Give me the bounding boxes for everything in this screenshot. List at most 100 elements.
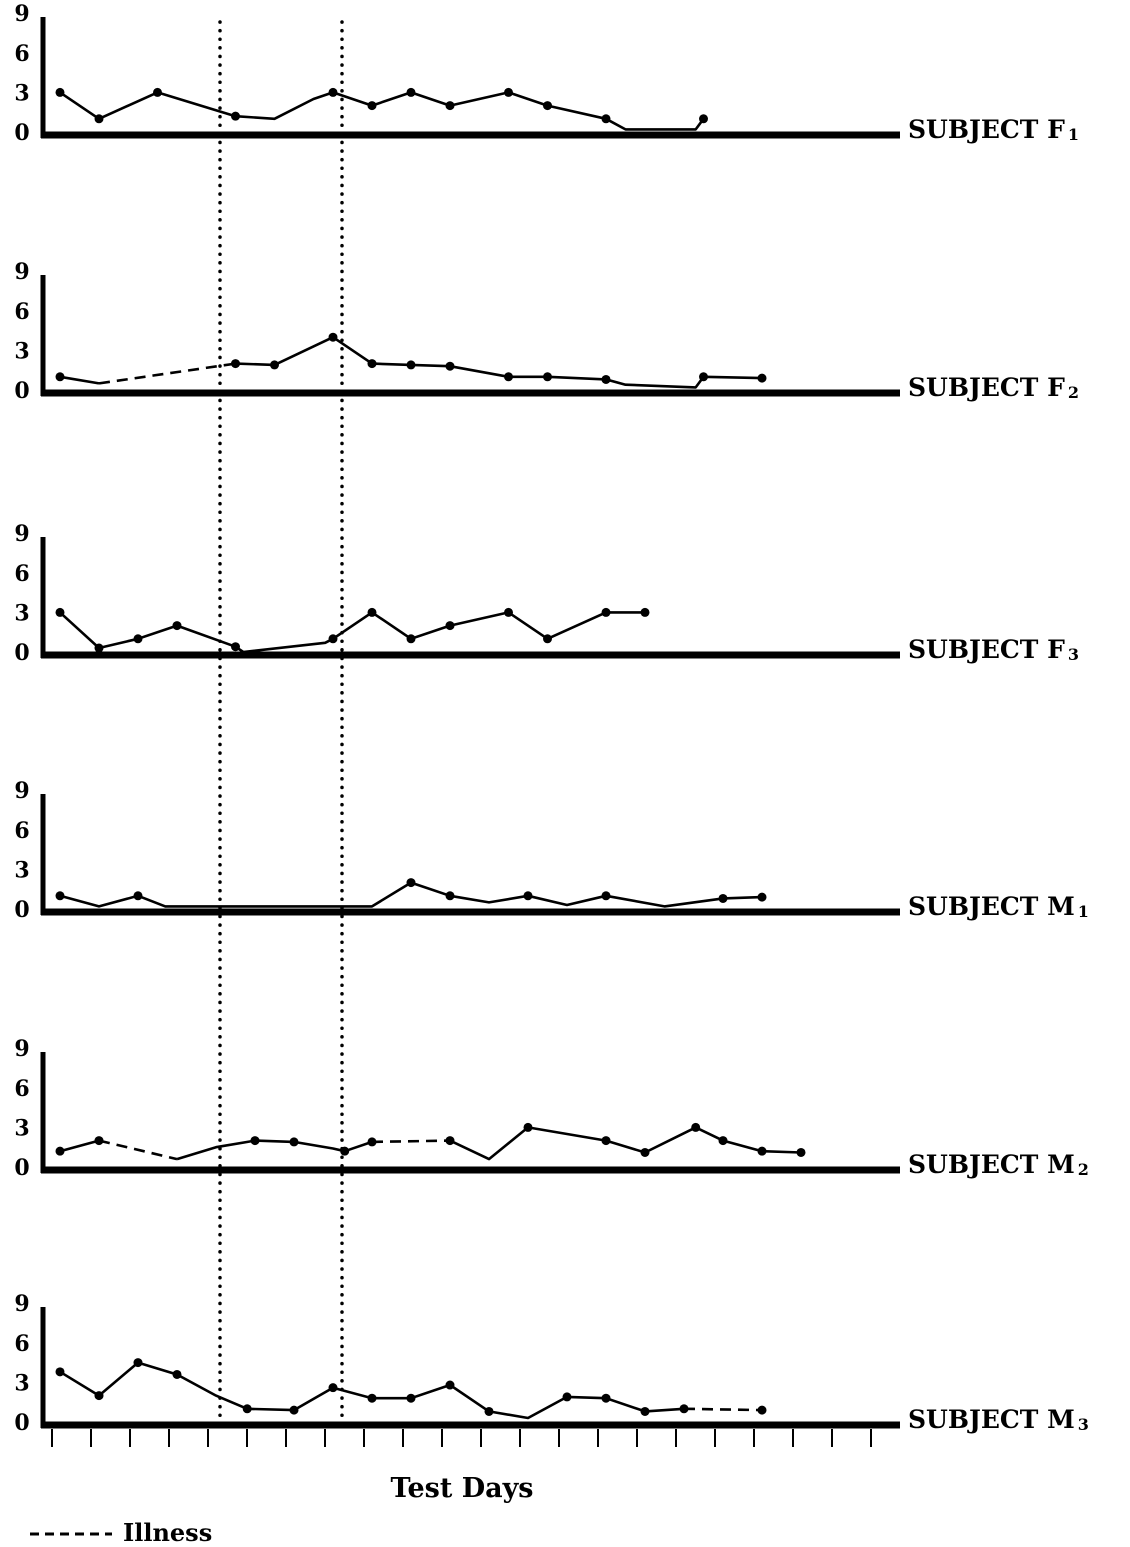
data-point	[523, 1122, 533, 1132]
data-point	[699, 114, 708, 124]
series-line-illness-segment	[371, 1139, 451, 1144]
data-point	[367, 101, 377, 111]
data-point	[289, 1137, 299, 1147]
data-point	[133, 1358, 143, 1368]
y-tick-label: 6	[14, 818, 29, 844]
data-point	[445, 1380, 455, 1390]
data-point	[523, 891, 533, 901]
y-tick-label: 9	[14, 1036, 29, 1062]
data-point	[445, 1136, 455, 1146]
y-tick-label: 9	[14, 778, 29, 804]
illness-reference-lines	[218, 20, 344, 1427]
data-point	[562, 1392, 572, 1402]
data-point	[504, 372, 513, 382]
y-tick-label: 9	[14, 1291, 29, 1317]
data-point	[601, 891, 611, 901]
x-axis-label: Test Days	[390, 1473, 533, 1504]
series-line-illness-segment	[683, 1407, 763, 1412]
data-point	[328, 87, 338, 97]
data-point	[691, 1122, 701, 1132]
data-point	[601, 374, 611, 384]
legend-illness-label: Illness	[123, 1518, 212, 1547]
y-tick-label: 9	[14, 1, 29, 27]
subject-panels: 0 3 6 9 SUBJECT F 1 0 3 6 9 SUBJECT F 2 0 3 6 9 SUBJECT …	[14, 1, 1089, 1436]
y-tick-label: 0	[14, 1155, 29, 1181]
data-point	[270, 360, 279, 370]
data-point	[367, 1393, 377, 1403]
data-point	[242, 1404, 252, 1414]
data-point	[55, 891, 65, 901]
y-tick-label: 9	[14, 521, 29, 547]
data-point	[406, 87, 416, 97]
y-tick-label: 0	[14, 897, 29, 923]
data-point	[231, 111, 240, 121]
series-line-illness-segment	[98, 362, 236, 385]
data-point	[94, 1136, 104, 1146]
data-point	[328, 1383, 338, 1393]
data-point	[153, 87, 162, 97]
data-point	[445, 101, 455, 111]
data-point	[367, 1137, 377, 1147]
subject-label-subscript: 2	[1078, 1160, 1089, 1179]
y-tick-label: 3	[14, 1115, 29, 1141]
y-tick-label: 0	[14, 640, 29, 666]
y-tick-label: 0	[14, 1410, 29, 1436]
y-tick-label: 0	[14, 120, 29, 146]
y-tick-label: 6	[14, 41, 29, 67]
data-point	[640, 607, 650, 617]
data-point	[406, 1393, 416, 1403]
legend: Illness	[30, 1518, 212, 1547]
data-point	[55, 1146, 65, 1156]
y-tick-label: 6	[14, 1076, 29, 1102]
subject-label-subscript: 2	[1068, 383, 1079, 402]
y-tick-label: 3	[14, 857, 29, 883]
data-point	[543, 634, 552, 644]
subject-label-subscript: 1	[1078, 902, 1089, 921]
series-line-segment	[59, 1139, 100, 1153]
data-point	[718, 1136, 728, 1146]
data-point	[289, 1405, 299, 1415]
data-point	[796, 1147, 806, 1157]
data-point	[718, 893, 728, 903]
data-point	[504, 87, 513, 97]
data-point	[601, 1136, 611, 1146]
data-point	[328, 332, 338, 342]
y-tick-label: 6	[14, 561, 29, 587]
series-line-segment	[59, 91, 705, 131]
y-tick-label: 0	[14, 378, 29, 404]
data-point	[445, 621, 455, 631]
data-point	[699, 372, 708, 382]
data-point	[640, 1406, 650, 1416]
series-line-segment	[449, 1126, 802, 1161]
data-point	[367, 359, 377, 369]
data-point	[484, 1406, 494, 1416]
data-point	[757, 892, 767, 902]
data-point	[367, 607, 377, 617]
data-point	[94, 1391, 104, 1401]
data-point	[679, 1404, 689, 1414]
data-point	[328, 634, 338, 644]
data-point	[55, 372, 65, 382]
y-tick-label: 3	[14, 600, 29, 626]
data-point	[640, 1147, 650, 1157]
data-point	[94, 643, 104, 653]
data-point	[231, 359, 240, 369]
data-point	[757, 373, 767, 383]
y-tick-label: 9	[14, 259, 29, 285]
y-tick-label: 3	[14, 80, 29, 106]
data-point	[543, 101, 552, 111]
series-line-segment	[235, 335, 763, 389]
data-point	[133, 634, 143, 644]
data-point	[601, 114, 611, 124]
